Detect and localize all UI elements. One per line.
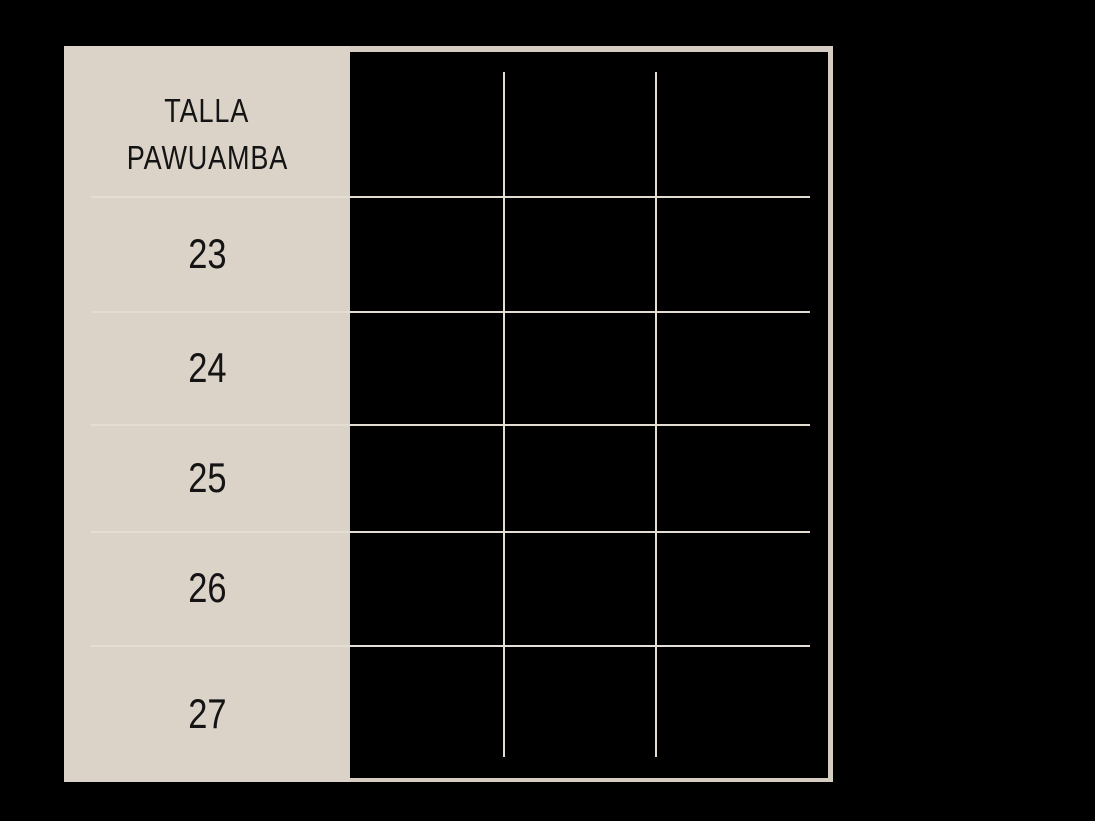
size-row: 23 — [64, 196, 350, 311]
size-row: 24 — [64, 311, 350, 424]
grid-area — [350, 46, 833, 782]
size-label-column: TALLA PAWUAMBA 23 24 25 26 27 — [64, 46, 350, 782]
grid-line-vertical — [655, 72, 657, 757]
size-label: 25 — [187, 453, 227, 501]
size-row: 26 — [64, 531, 350, 645]
size-label: 27 — [187, 689, 227, 737]
size-label: 26 — [187, 564, 227, 611]
grid-line-horizontal — [91, 196, 810, 198]
size-label: 24 — [187, 343, 227, 391]
header-title-line1: TALLA — [164, 92, 250, 129]
grid-line-horizontal — [91, 311, 810, 313]
size-row: 27 — [64, 645, 350, 782]
grid-line-horizontal — [91, 531, 810, 533]
grid-line-horizontal — [91, 645, 810, 647]
size-row: 25 — [64, 424, 350, 531]
header-title-line2: PAWUAMBA — [126, 139, 288, 176]
size-chart-table: TALLA PAWUAMBA 23 24 25 26 27 — [64, 46, 833, 782]
grid-line-vertical — [503, 72, 505, 757]
size-label: 23 — [187, 229, 227, 277]
table-header-cell: TALLA PAWUAMBA — [64, 46, 350, 196]
grid-line-horizontal — [91, 424, 810, 426]
